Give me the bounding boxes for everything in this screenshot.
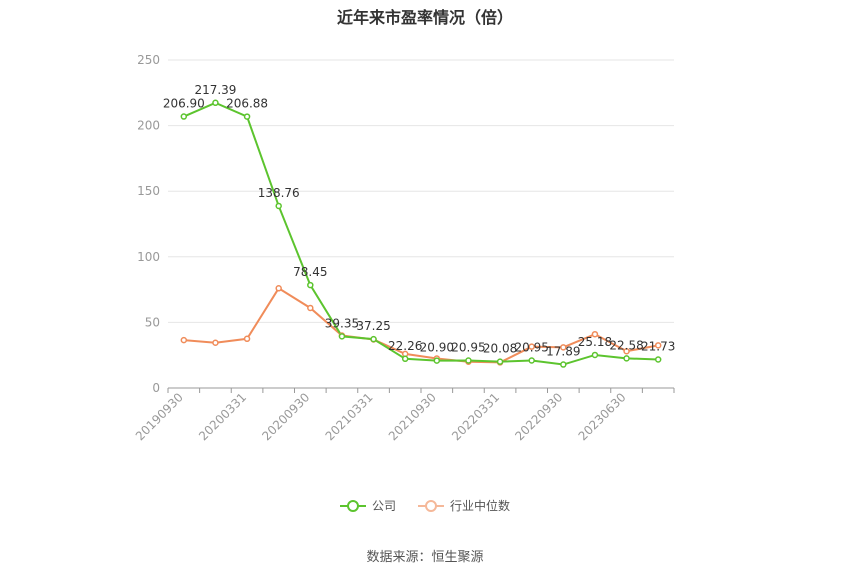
data-point-s0-13 — [591, 351, 599, 359]
data-point-s0-6 — [370, 335, 377, 343]
chart-title: 近年来市盈率情况（倍） — [336, 8, 513, 27]
data-label-4: 78.45 — [293, 265, 327, 279]
data-point-s0-8 — [433, 357, 441, 364]
data-point-s0-12 — [560, 361, 567, 368]
y-tick-label-50: 50 — [145, 315, 160, 329]
data-label-7: 22.26 — [388, 339, 422, 353]
legend-marker-industry-icon — [418, 499, 444, 512]
data-label-10: 20.08 — [483, 342, 517, 356]
data-point-s0-14 — [623, 355, 630, 362]
data-source: 数据来源：恒生聚源 — [366, 550, 484, 565]
x-tick-label-20200331: 20200331 — [196, 390, 249, 443]
x-axis: 20190930 20200331 20200930 20210331 20210930… — [133, 387, 675, 443]
y-tick-label-150: 150 — [137, 184, 160, 198]
data-point-s1-1 — [212, 339, 219, 346]
y-tick-label-0: 0 — [152, 381, 160, 395]
x-tick-label-20230630: 20230630 — [576, 390, 629, 443]
data-label-0: 206.90 — [163, 97, 205, 111]
series-line-0 — [183, 101, 659, 366]
data-point-s1-0 — [180, 336, 188, 344]
data-point-s0-9 — [465, 357, 472, 364]
data-point-s0-10 — [496, 358, 504, 365]
x-tick-label-20220930: 20220930 — [512, 390, 565, 443]
series-line-1 — [183, 286, 659, 364]
data-label-13: 25.18 — [578, 335, 612, 349]
data-point-s1-13 — [591, 330, 599, 338]
data-point-s0-15 — [654, 356, 662, 363]
y-tick-label-250: 250 — [137, 53, 160, 67]
data-point-s0-7 — [401, 355, 409, 363]
data-label-15: 21.73 — [641, 339, 675, 353]
data-point-s0-3 — [275, 202, 282, 210]
data-label-11: 20.95 — [515, 341, 549, 355]
data-label-5: 39.35 — [325, 316, 359, 330]
legend: 公司 行业中位数 — [0, 497, 850, 514]
x-tick-label-20210930: 20210930 — [386, 390, 439, 443]
data-point-s0-11 — [528, 357, 535, 364]
data-point-s0-1 — [212, 99, 219, 107]
data-point-s0-5 — [338, 333, 346, 340]
data-label-1: 217.39 — [194, 83, 236, 97]
data-point-s1-2 — [243, 335, 251, 343]
x-tick-label-20220331: 20220331 — [449, 390, 502, 443]
legend-marker-company-icon — [339, 499, 366, 512]
grid-lines — [168, 59, 674, 323]
data-point-s1-3 — [275, 285, 282, 292]
data-label-12: 17.89 — [546, 345, 580, 359]
data-point-s0-4 — [307, 281, 314, 289]
legend-item-company[interactable]: 公司 — [339, 497, 396, 514]
series-lines — [183, 101, 659, 366]
data-point-s0-2 — [243, 113, 251, 120]
series-points — [180, 99, 662, 368]
y-tick-label-200: 200 — [137, 119, 160, 133]
data-point-s1-11 — [528, 343, 535, 350]
data-point-s1-14 — [623, 348, 630, 355]
data-label-9: 20.95 — [451, 341, 485, 355]
y-tick-label-100: 100 — [137, 250, 160, 264]
data-point-s1-12 — [560, 344, 567, 351]
data-label-14: 22.58 — [609, 338, 643, 352]
data-label-2: 206.88 — [226, 97, 268, 111]
x-tick-label-20200930: 20200930 — [259, 390, 312, 443]
legend-label-company: 公司 — [371, 499, 396, 513]
data-label-8: 20.90 — [420, 341, 454, 355]
legend-label-industry-median: 行业中位数 — [450, 499, 511, 513]
data-point-s0-0 — [180, 113, 188, 120]
x-tick-label-20210331: 20210331 — [323, 390, 376, 443]
data-label-6: 37.25 — [356, 319, 390, 333]
x-tick-label-20190930: 20190930 — [133, 390, 186, 443]
pe-ratio-line-chart: 0 50 100 150 200 250 20190930 20200331 20200930… — [133, 53, 676, 443]
data-label-3: 138.76 — [258, 186, 300, 200]
legend-item-industry-median[interactable]: 行业中位数 — [418, 497, 510, 514]
data-point-s1-4 — [307, 304, 314, 312]
data-point-s1-15 — [654, 342, 662, 349]
y-axis: 0 50 100 150 200 250 — [137, 53, 160, 395]
